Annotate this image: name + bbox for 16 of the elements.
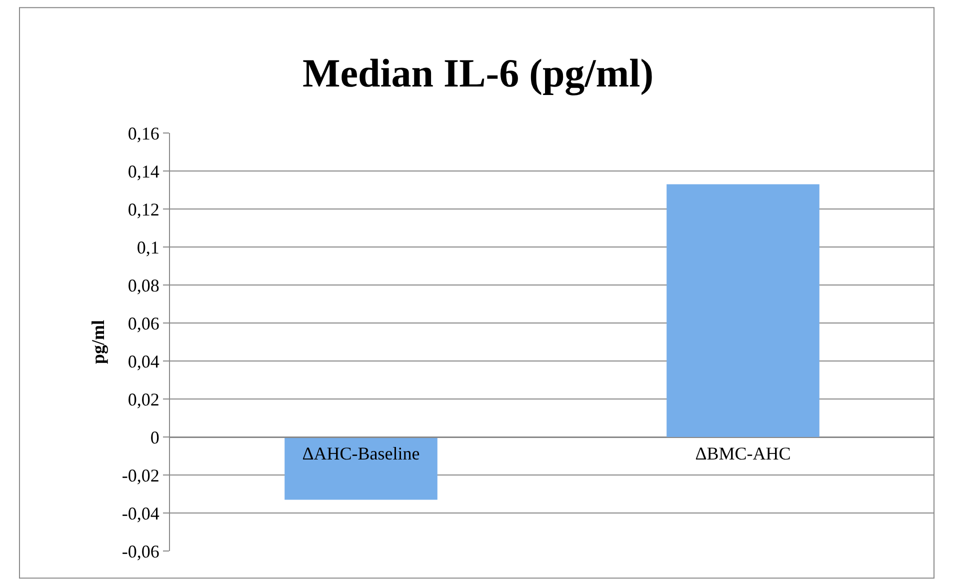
x-tick-label: ΔBMC-AHC <box>695 444 791 464</box>
chart-title: Median IL-6 (pg/ml) <box>302 50 654 96</box>
y-tick-label: -0,06 <box>122 541 160 562</box>
x-tick-label: ΔAHC-Baseline <box>302 444 420 464</box>
y-tick-label: 0,16 <box>128 123 160 144</box>
y-tick-label: 0,04 <box>128 351 160 372</box>
y-tick-label: 0,1 <box>136 237 160 258</box>
y-axis-title: pg/ml <box>88 320 108 364</box>
y-tick-label: 0,02 <box>128 389 160 410</box>
y-tick-label: 0 <box>150 427 160 448</box>
y-tick-label: 0,06 <box>128 313 160 334</box>
y-tick-label: 0,12 <box>128 199 160 220</box>
y-tick-label: -0,02 <box>122 465 160 486</box>
y-tick-label: 0,08 <box>128 275 160 296</box>
y-tick-label: -0,04 <box>122 503 160 524</box>
y-tick-label: 0,14 <box>128 161 160 182</box>
